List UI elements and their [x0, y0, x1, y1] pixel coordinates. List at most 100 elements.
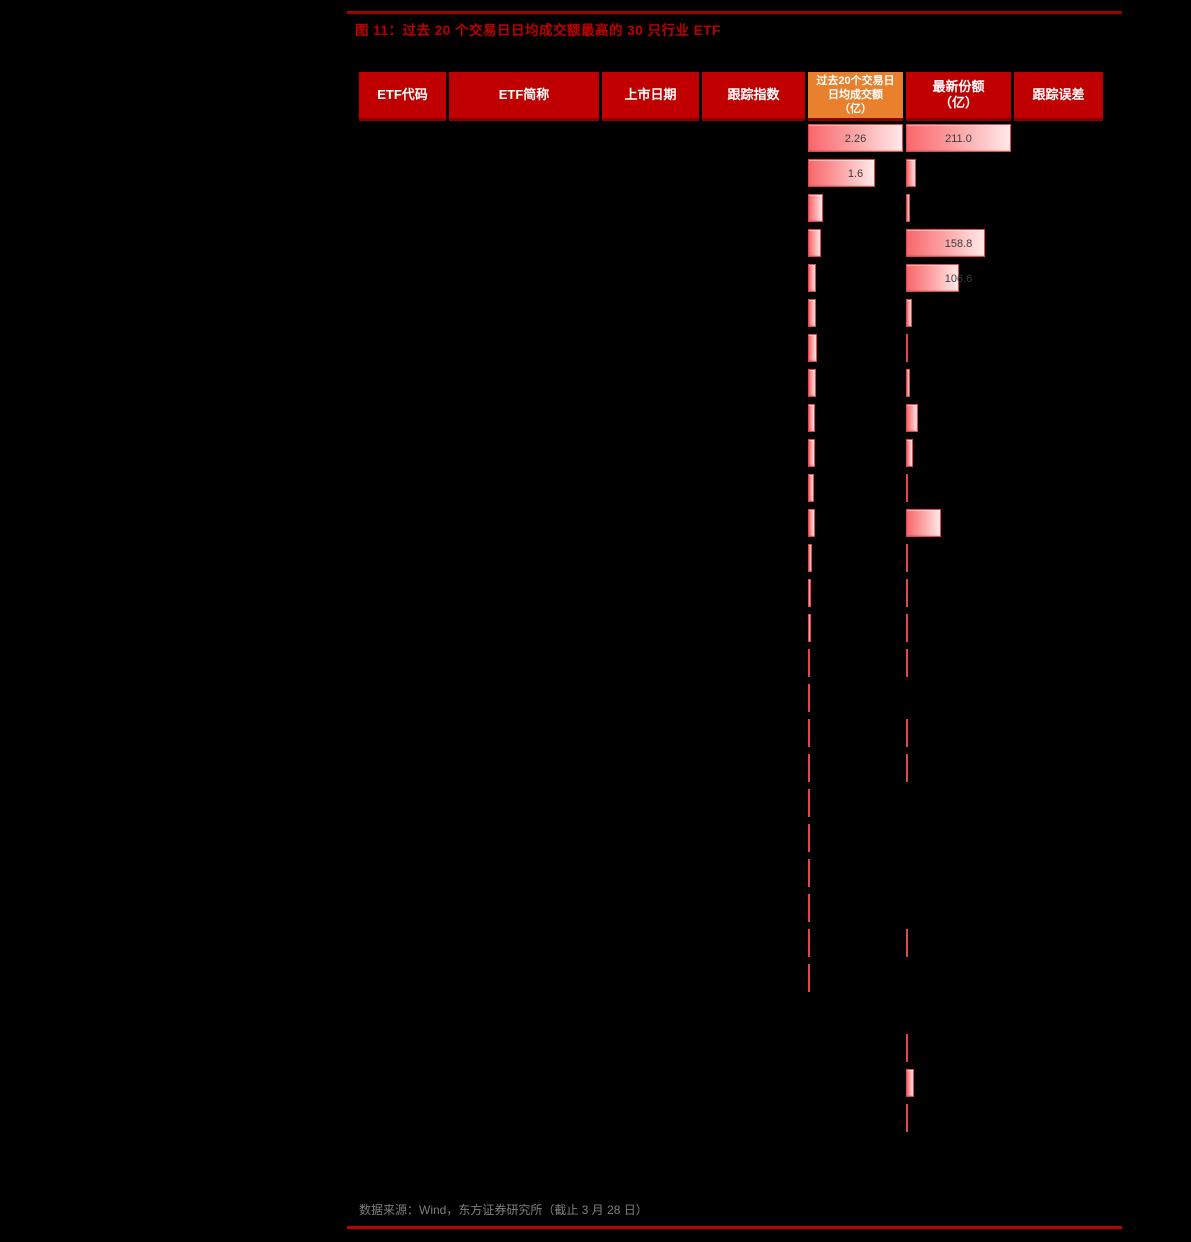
table-row	[359, 891, 1103, 926]
column-header-tracking-index: 跟踪指数	[702, 72, 805, 121]
turnover-bar	[808, 439, 815, 467]
turnover-cell	[808, 576, 903, 611]
shares-cell	[906, 891, 1011, 926]
table-row	[359, 611, 1103, 646]
turnover-cell	[808, 506, 903, 541]
turnover-cell	[808, 856, 903, 891]
table-row	[359, 331, 1103, 366]
turnover-bar	[808, 264, 816, 292]
turnover-cell	[808, 436, 903, 471]
turnover-bar	[808, 649, 811, 677]
turnover-bar	[808, 474, 814, 502]
turnover-bar	[808, 894, 810, 922]
turnover-cell	[808, 996, 903, 1031]
turnover-cell	[808, 681, 903, 716]
shares-bar	[906, 649, 909, 677]
shares-cell	[906, 331, 1011, 366]
table-row	[359, 961, 1103, 996]
source-note: 数据来源：Wind，东方证券研究所（截止 3 月 28 日）	[359, 1203, 648, 1217]
table-row	[359, 1066, 1103, 1101]
turnover-value: 2.26	[844, 132, 867, 145]
turnover-cell	[808, 296, 903, 331]
table-row	[359, 436, 1103, 471]
shares-bar	[906, 299, 912, 327]
shares-value: 158.8	[944, 237, 973, 250]
turnover-cell	[808, 1031, 903, 1066]
table-row	[359, 856, 1103, 891]
turnover-bar	[808, 229, 821, 257]
turnover-bar	[808, 124, 903, 152]
shares-cell	[906, 856, 1011, 891]
shares-cell	[906, 1031, 1011, 1066]
shares-bar	[906, 614, 909, 642]
table-row	[359, 296, 1103, 331]
shares-cell	[906, 436, 1011, 471]
shares-bar	[906, 264, 960, 292]
column-header-etf-name: ETF简称	[449, 72, 599, 121]
column-header-listing-date: 上市日期	[602, 72, 699, 121]
table-row	[359, 821, 1103, 856]
etf-table: ETF代码 ETF简称 上市日期 跟踪指数 过去20个交易日 日均成交额 （亿）…	[359, 72, 1103, 1171]
turnover-cell	[808, 541, 903, 576]
turnover-cell	[808, 261, 903, 296]
turnover-cell	[808, 1066, 903, 1101]
turnover-cell	[808, 646, 903, 681]
shares-cell	[906, 1101, 1011, 1136]
shares-bar	[906, 439, 914, 467]
turnover-cell	[808, 786, 903, 821]
table-row	[359, 541, 1103, 576]
shares-cell	[906, 366, 1011, 401]
shares-bar	[906, 334, 909, 362]
turnover-cell	[808, 891, 903, 926]
turnover-cell	[808, 821, 903, 856]
turnover-bar	[808, 684, 810, 712]
shares-cell: 158.8	[906, 226, 1011, 261]
shares-value: 211.0	[945, 132, 972, 145]
turnover-bar	[808, 159, 876, 187]
turnover-cell	[808, 471, 903, 506]
turnover-bar	[808, 719, 810, 747]
shares-bar	[906, 194, 911, 222]
figure-title: 图 11：过去 20 个交易日日均成交额最高的 30 只行业 ETF	[355, 23, 721, 38]
turnover-bar	[808, 964, 810, 992]
shares-bar	[906, 509, 941, 537]
shares-bar	[906, 159, 916, 187]
table-body: 2.26 211.0 1.6 158.8 106.6	[359, 121, 1103, 1171]
shares-cell	[906, 401, 1011, 436]
shares-cell	[906, 541, 1011, 576]
shares-cell	[906, 1136, 1011, 1171]
turnover-bar	[808, 614, 811, 642]
table-row: 106.6	[359, 261, 1103, 296]
table-row	[359, 716, 1103, 751]
shares-cell	[906, 751, 1011, 786]
shares-cell	[906, 156, 1011, 191]
turnover-cell: 2.26	[808, 121, 903, 156]
table-row	[359, 926, 1103, 961]
table-row	[359, 366, 1103, 401]
shares-bar	[906, 1069, 914, 1097]
column-header-avg-turnover: 过去20个交易日 日均成交额 （亿）	[808, 72, 903, 121]
table-row	[359, 751, 1103, 786]
shares-cell: 106.6	[906, 261, 1011, 296]
turnover-bar	[808, 299, 816, 327]
bottom-rule	[347, 1226, 1122, 1229]
table-row	[359, 576, 1103, 611]
turnover-cell	[808, 716, 903, 751]
shares-cell: 211.0	[906, 121, 1011, 156]
table-row	[359, 506, 1103, 541]
shares-cell	[906, 961, 1011, 996]
shares-cell	[906, 611, 1011, 646]
table-row	[359, 191, 1103, 226]
turnover-bar	[808, 824, 810, 852]
column-header-tracking-error: 跟踪误差	[1014, 72, 1103, 121]
shares-bar	[906, 1104, 908, 1132]
shares-cell	[906, 506, 1011, 541]
turnover-bar	[808, 859, 810, 887]
shares-bar	[906, 544, 908, 572]
turnover-bar	[808, 789, 810, 817]
table-row	[359, 646, 1103, 681]
table-row	[359, 1101, 1103, 1136]
shares-cell	[906, 471, 1011, 506]
top-rule	[347, 11, 1122, 14]
